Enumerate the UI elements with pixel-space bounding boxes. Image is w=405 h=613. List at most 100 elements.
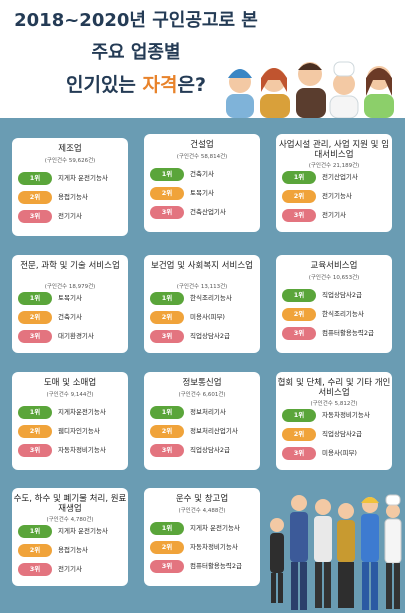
certificate-name: 웹디자인기능사	[58, 427, 100, 435]
certificate-name: 한식조리기능사	[322, 310, 364, 318]
title-line-3-a: 인기있는	[65, 74, 143, 96]
rank-badge: 2위	[18, 191, 52, 204]
rank-row: 3위 컴퓨터활용능력2급	[282, 327, 388, 340]
rank-row: 1위 토목기사	[18, 292, 124, 305]
job-count: (구인건수 18,979건)	[44, 284, 96, 290]
rank-row: 1위 한식조리기능사	[150, 292, 256, 305]
rank-badge: 1위	[282, 171, 316, 184]
rank-badge: 2위	[282, 190, 316, 203]
rank-badge: 3위	[18, 210, 52, 223]
industry-card: 수도, 하수 및 폐기물 처리, 원료 재생업 (구인건수 4,780건) 1위 지게…	[12, 488, 128, 586]
job-count: (구인건수 13,113건)	[176, 284, 228, 290]
rank-row: 3위 미용사(피부)	[282, 447, 388, 460]
industry-title: 보건업 및 사회복지 서비스업	[151, 261, 253, 271]
worker-woman-icon	[260, 68, 290, 118]
rank-row: 3위 직업상담사2급	[150, 330, 256, 343]
office-worker-icon	[314, 499, 332, 608]
rank-badge: 1위	[18, 172, 52, 185]
certificate-name: 전기기사	[322, 211, 346, 219]
rank-badge: 3위	[282, 209, 316, 222]
rank-row: 3위 전기기사	[282, 209, 388, 222]
rank-row: 1위 전기산업기사	[282, 171, 388, 184]
title-line-3-accent: 자격	[142, 74, 178, 96]
certificate-name: 직업상담사2급	[190, 332, 231, 340]
industry-title: 협회 및 단체, 수리 및 기타 개인 서비스업	[277, 378, 391, 398]
rank-row: 3위 대기환경기사	[18, 330, 124, 343]
rank-badge: 3위	[150, 330, 184, 343]
rank-row: 2위 미용사(피부)	[150, 311, 256, 324]
rank-row: 1위 지게차 운전기능사	[150, 522, 256, 535]
rank-badge: 2위	[18, 544, 52, 557]
industry-title: 사업시설 관리, 사업 지원 및 임대서비스업	[278, 140, 390, 160]
industry-card: 교육서비스업 (구인건수 10,653건) 1위 직업상담사2급 2위 한식조리기능사 3위…	[276, 255, 392, 353]
rank-badge: 3위	[282, 327, 316, 340]
rank-row: 2위 전기기능사	[282, 190, 388, 203]
rank-badge: 1위	[18, 525, 52, 538]
industry-card: 운수 및 창고업 (구인건수 4,488건) 1위 지게차 운전기능사 2위 자동차정비기…	[144, 488, 260, 586]
certificate-name: 컴퓨터활용능력2급	[190, 562, 242, 570]
rank-badge: 3위	[18, 563, 52, 576]
industry-card: 건설업 (구인건수 58,814건) 1위 건축기사 2위 토목기사 3위 건축산업기사	[144, 134, 260, 232]
worker-man-icon	[296, 62, 326, 118]
certificate-name: 자동차정비기능사	[322, 411, 370, 419]
rank-row: 1위 정보처리기사	[150, 406, 256, 419]
industry-title: 운수 및 창고업	[175, 494, 229, 504]
job-count: (구인건수 21,189건)	[308, 163, 360, 169]
title-line-2: 주요 업종별	[91, 42, 181, 63]
industry-title: 건설업	[190, 140, 214, 150]
workers-illustration-bottom	[270, 494, 402, 610]
rank-row: 1위 직업상담사2급	[282, 289, 388, 302]
rank-row: 1위 지게차 운전기능사	[18, 172, 124, 185]
certificate-name: 전기기능사	[322, 192, 352, 200]
rank-badge: 3위	[150, 444, 184, 457]
rank-row: 3위 건축산업기사	[150, 206, 256, 219]
certificate-name: 직업상담사2급	[190, 446, 231, 454]
certificate-name: 한식조리기능사	[190, 294, 232, 302]
certificate-name: 전기기사	[58, 565, 82, 573]
title-line-1: 2018~2020년 구인공고로 본	[14, 10, 258, 31]
rank-row: 2위 직업상담사2급	[282, 428, 388, 441]
rank-badge: 1위	[18, 292, 52, 305]
certificate-name: 지게차 운전기능사	[58, 174, 108, 182]
rank-row: 2위 용접기능사	[18, 544, 124, 557]
certificate-name: 정보처리산업기사	[190, 427, 238, 435]
rank-row: 3위 컴퓨터활용능력2급	[150, 560, 256, 573]
rank-row: 2위 정보처리산업기사	[150, 425, 256, 438]
rank-badge: 3위	[150, 206, 184, 219]
rank-badge: 1위	[150, 292, 184, 305]
rank-badge: 3위	[18, 444, 52, 457]
certificate-name: 직업상담사2급	[322, 291, 363, 299]
job-count: (구인건수 58,814건)	[176, 154, 228, 160]
rank-row: 3위 전기기사	[18, 563, 124, 576]
industry-title: 정보통신업	[182, 378, 222, 388]
rank-badge: 1위	[18, 406, 52, 419]
job-count: (구인건수 9,144건)	[46, 392, 94, 398]
rank-badge: 3위	[18, 330, 52, 343]
rank-badge: 1위	[150, 522, 184, 535]
certificate-name: 미용사(피부)	[322, 449, 357, 457]
rank-badge: 2위	[18, 425, 52, 438]
rank-row: 1위 지게차 운전기능사	[18, 525, 124, 538]
rank-row: 3위 자동차정비기능사	[18, 444, 124, 457]
rank-badge: 3위	[282, 447, 316, 460]
worker-woman-2-icon	[364, 66, 394, 118]
rank-row: 1위 자동차정비기능사	[282, 409, 388, 422]
rank-row: 2위 웹디자인기능사	[18, 425, 124, 438]
title-line-3: 인기있는 자격은?	[0, 70, 272, 97]
industry-card: 제조업 (구인건수 59,626건) 1위 지게차 운전기능사 2위 용접기능사 3위 전기기…	[12, 138, 128, 236]
certificate-name: 컴퓨터활용능력2급	[322, 329, 374, 337]
certificate-name: 정보처리기사	[190, 408, 226, 416]
industry-card: 보건업 및 사회복지 서비스업 (구인건수 13,113건) 1위 한식조리기능사 2위…	[144, 255, 260, 353]
industry-title: 교육서비스업	[310, 261, 358, 271]
job-count: (구인건수 4,488건)	[178, 508, 226, 514]
certificate-name: 전기기사	[58, 212, 82, 220]
rank-badge: 1위	[282, 289, 316, 302]
certificate-name: 토목기사	[58, 294, 82, 302]
worker-cap-icon	[226, 69, 254, 118]
certificate-name: 대기환경기사	[58, 332, 94, 340]
certificate-name: 전기산업기사	[322, 173, 358, 181]
certificate-name: 토목기사	[190, 189, 214, 197]
rank-badge: 2위	[18, 311, 52, 324]
industry-title: 제조업	[58, 144, 82, 154]
certificate-name: 지게차운전기능사	[58, 408, 106, 416]
